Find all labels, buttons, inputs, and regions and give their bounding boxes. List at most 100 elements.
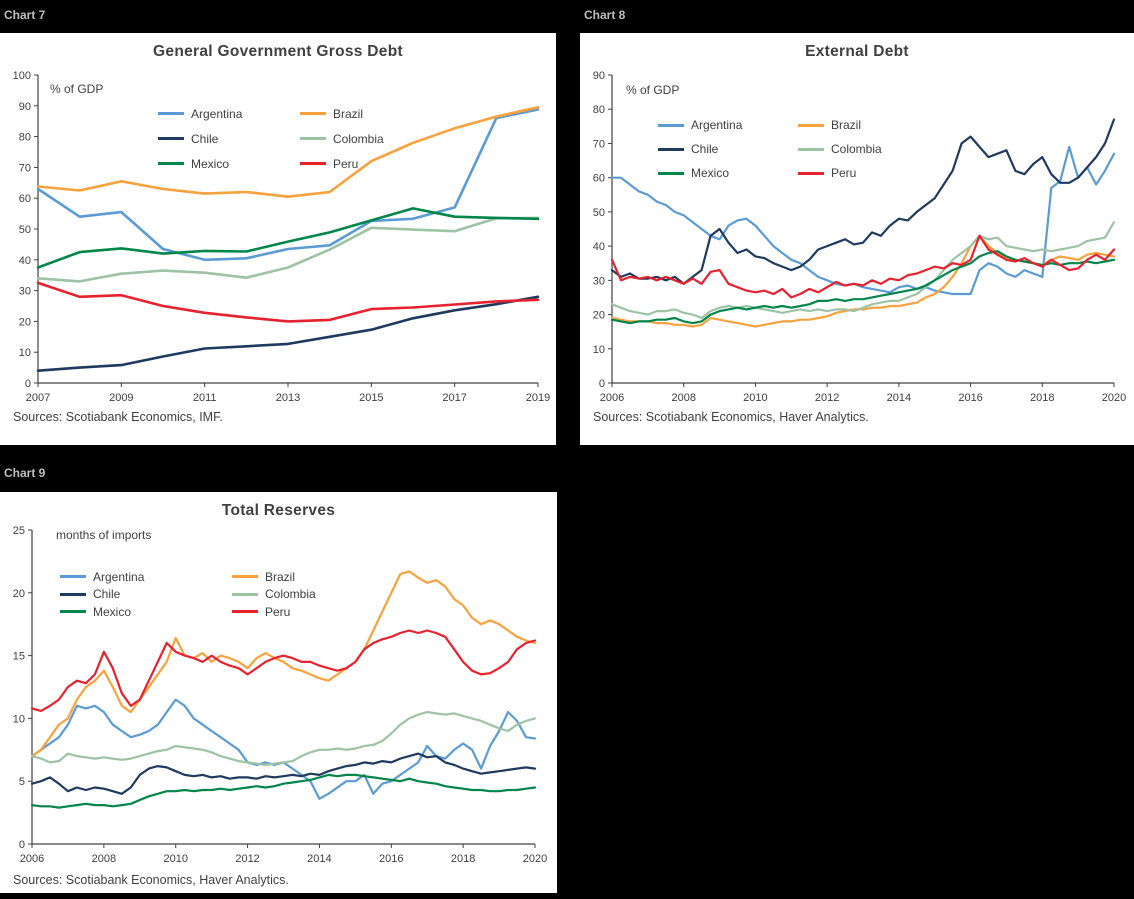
legend-label-mexico: Mexico xyxy=(93,604,132,619)
chart7-plot: 0 10 20 30 40 50 60 70 80 90 100 2007 2009 2011 2013 20… xyxy=(13,70,551,404)
legend-swatch-argentina xyxy=(658,123,684,127)
legend-item-argentina: Argentina xyxy=(158,101,300,126)
y-tick-label: 25 xyxy=(13,525,25,537)
legend-swatch-colombia xyxy=(798,147,824,151)
y-tick-label: 30 xyxy=(19,286,31,298)
x-tick-label: 2013 xyxy=(276,392,300,404)
legend-label-argentina: Argentina xyxy=(93,569,145,584)
x-tick-label: 2014 xyxy=(887,392,911,404)
legend-swatch-chile xyxy=(158,137,184,140)
y-tick-label: 70 xyxy=(19,162,31,174)
legend-item-colombia: Colombia xyxy=(300,126,442,151)
legend-swatch-colombia xyxy=(300,137,326,140)
y-tick-label: 15 xyxy=(13,651,25,663)
y-tick-label: 20 xyxy=(19,316,31,328)
x-tick-label: 2012 xyxy=(235,853,259,865)
chart7-title: General Government Gross Debt xyxy=(153,43,403,60)
legend-label-peru: Peru xyxy=(265,604,291,619)
legend-swatch-chile xyxy=(60,592,86,596)
series-line-colombia xyxy=(30,711,537,766)
legend-label-chile: Chile xyxy=(93,587,121,602)
chart9-legend: Argentina Brazil Chile Colombia Mexico Peru xyxy=(60,568,404,621)
series-line-argentina xyxy=(36,108,540,262)
x-tick-label: 2012 xyxy=(815,392,839,404)
legend-swatch-peru xyxy=(798,171,824,175)
legend-item-brazil: Brazil xyxy=(300,101,442,126)
y-tick-label: 0 xyxy=(25,378,31,390)
x-tick-label: 2007 xyxy=(26,392,50,404)
legend-item-argentina: Argentina xyxy=(658,113,798,137)
chart8-sources: Sources: Scotiabank Economics, Haver Ana… xyxy=(593,410,869,424)
chart7-label: Chart 7 xyxy=(4,8,46,22)
legend-item-mexico: Mexico xyxy=(158,151,300,176)
series-line-colombia xyxy=(610,221,1116,320)
chart9-title: Total Reserves xyxy=(221,502,336,519)
x-tick-label: 2018 xyxy=(1030,392,1054,404)
y-tick-label: 10 xyxy=(13,713,25,725)
legend-swatch-mexico xyxy=(158,162,184,165)
y-tick-label: 0 xyxy=(19,839,25,851)
legend-swatch-argentina xyxy=(158,112,184,115)
series-line-peru xyxy=(610,234,1116,299)
chart7-panel: General Government Gross Debt 0 10 20 30 40 5… xyxy=(0,33,556,445)
series-line-peru xyxy=(36,281,540,323)
y-tick-label: 20 xyxy=(593,310,605,322)
legend-label-peru: Peru xyxy=(831,166,857,180)
series-line-brazil xyxy=(30,570,537,758)
legend-label-brazil: Brazil xyxy=(831,118,862,132)
series-line-colombia xyxy=(36,216,540,283)
series-line-mexico xyxy=(36,207,540,269)
legend-item-chile: Chile xyxy=(658,137,798,161)
legend-label-colombia: Colombia xyxy=(831,142,882,156)
legend-item-mexico: Mexico xyxy=(60,603,232,621)
x-tick-label: 2019 xyxy=(526,392,550,404)
chart8-title: External Debt xyxy=(805,43,909,60)
legend-swatch-mexico xyxy=(658,171,684,175)
legend-label-colombia: Colombia xyxy=(333,131,384,146)
chart7-unit-label: % of GDP xyxy=(50,82,104,96)
x-tick-label: 2016 xyxy=(958,392,982,404)
x-tick-label: 2020 xyxy=(1102,392,1126,404)
chart8-plot: 0 10 20 30 40 50 60 70 80 90 2006 2008 2010 2012 2014 2… xyxy=(593,70,1126,404)
legend-item-mexico: Mexico xyxy=(658,161,798,185)
legend-label-brazil: Brazil xyxy=(265,569,296,584)
x-tick-label: 2014 xyxy=(307,853,331,865)
y-tick-label: 70 xyxy=(593,138,605,150)
chart7-sources: Sources: Scotiabank Economics, IMF. xyxy=(13,410,223,424)
legend-item-chile: Chile xyxy=(158,126,300,151)
legend-item-colombia: Colombia xyxy=(232,586,404,604)
x-tick-label: 2011 xyxy=(193,392,217,404)
series-line-chile xyxy=(36,295,540,373)
x-tick-label: 2008 xyxy=(92,853,116,865)
x-tick-label: 2010 xyxy=(743,392,767,404)
chart8-legend: Argentina Brazil Chile Colombia Mexico Peru xyxy=(658,113,938,185)
legend-label-brazil: Brazil xyxy=(333,106,364,121)
x-tick-label: 2010 xyxy=(163,853,187,865)
legend-item-peru: Peru xyxy=(300,151,442,176)
y-tick-label: 80 xyxy=(19,132,31,144)
y-tick-label: 40 xyxy=(593,241,605,253)
legend-item-brazil: Brazil xyxy=(798,113,938,137)
x-tick-label: 2006 xyxy=(600,392,624,404)
y-tick-label: 90 xyxy=(593,70,605,82)
series-line-chile xyxy=(30,752,537,795)
y-tick-label: 5 xyxy=(19,776,25,788)
legend-item-peru: Peru xyxy=(232,603,404,621)
x-tick-label: 2016 xyxy=(379,853,403,865)
series-line-brazil xyxy=(36,106,540,198)
legend-swatch-colombia xyxy=(232,592,258,596)
y-tick-label: 100 xyxy=(13,70,31,82)
legend-swatch-brazil xyxy=(232,575,258,579)
chart7-legend: Argentina Brazil Chile Colombia Mexico Peru xyxy=(158,101,442,176)
legend-label-argentina: Argentina xyxy=(691,118,743,132)
y-tick-label: 30 xyxy=(593,275,605,287)
chart9-plot: 0 5 10 15 20 25 2006 2008 2010 2012 2014 2016 2018 20… xyxy=(13,525,547,865)
legend-label-argentina: Argentina xyxy=(191,106,243,121)
y-tick-label: 0 xyxy=(599,378,605,390)
chart8-unit-label: % of GDP xyxy=(626,83,680,97)
legend-label-chile: Chile xyxy=(191,131,219,146)
legend-item-chile: Chile xyxy=(60,586,232,604)
y-tick-label: 10 xyxy=(19,347,31,359)
y-tick-label: 60 xyxy=(19,193,31,205)
